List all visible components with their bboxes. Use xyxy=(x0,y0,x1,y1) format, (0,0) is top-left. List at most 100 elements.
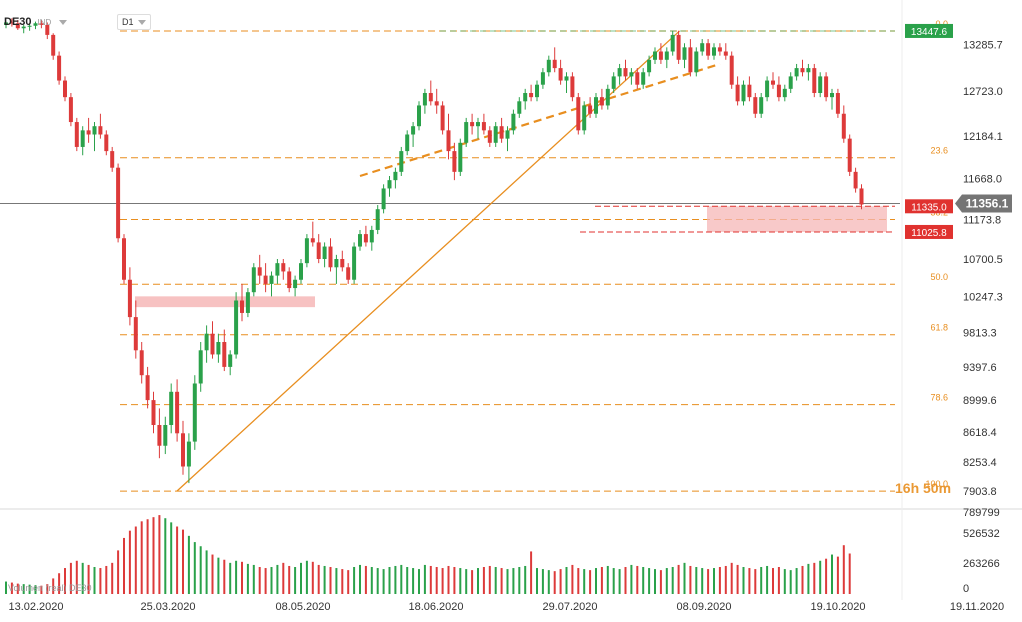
candle-body xyxy=(21,26,26,29)
candle xyxy=(493,122,498,147)
volume-bar xyxy=(683,562,686,594)
volume-tick-label: 526532 xyxy=(963,528,1000,540)
candle xyxy=(564,72,569,93)
candle-body xyxy=(806,68,811,73)
candle xyxy=(104,130,109,156)
candle-body xyxy=(210,333,215,355)
candle xyxy=(706,39,711,60)
candle xyxy=(511,109,516,135)
price-label: 13447.6 xyxy=(911,27,948,38)
volume-bar xyxy=(482,567,485,594)
candle xyxy=(51,33,56,60)
candle xyxy=(517,97,522,118)
candle xyxy=(470,113,475,135)
candlesticks xyxy=(4,18,864,484)
candle xyxy=(63,76,67,102)
candle-body xyxy=(629,72,634,77)
volume-bar xyxy=(370,567,373,594)
candle xyxy=(80,126,85,156)
candle-body xyxy=(9,22,14,24)
candle-body xyxy=(476,122,480,127)
price-tick-label: 12184.1 xyxy=(963,131,1003,143)
candle xyxy=(4,21,8,29)
candle xyxy=(381,184,386,214)
volume-bar xyxy=(825,558,828,594)
volume-bar xyxy=(801,565,804,594)
volume-bar xyxy=(453,567,456,594)
chevron-down-icon[interactable] xyxy=(59,19,68,25)
fib-label: 78.6 xyxy=(930,393,948,403)
candle-body xyxy=(558,68,563,81)
volume-bar xyxy=(412,568,415,594)
candle xyxy=(835,88,840,118)
volume-bar xyxy=(128,530,131,594)
candle xyxy=(552,47,557,73)
candle-body xyxy=(776,84,781,98)
candle xyxy=(481,113,486,135)
candle-body xyxy=(830,93,834,98)
support-zones xyxy=(135,205,895,308)
volume-bar xyxy=(724,565,727,594)
volume-bar xyxy=(630,564,633,594)
volume-bar xyxy=(429,565,432,594)
candle xyxy=(794,63,799,81)
grid xyxy=(0,0,1022,600)
volume-bar xyxy=(813,562,816,594)
volume-bar xyxy=(217,557,220,594)
candle xyxy=(358,229,362,251)
timeframe-selector[interactable]: D1 xyxy=(117,14,151,30)
candle xyxy=(546,55,551,77)
candle xyxy=(328,238,333,272)
candle xyxy=(505,126,510,152)
candle xyxy=(682,43,687,69)
candle-body xyxy=(452,151,457,172)
volume-bar xyxy=(836,556,839,594)
date-tick-label: 08.09.2020 xyxy=(676,601,731,613)
volume-bar xyxy=(772,568,774,594)
candle xyxy=(434,88,439,114)
volume-bar xyxy=(530,551,533,594)
candle-body xyxy=(92,126,97,135)
candle-body xyxy=(517,101,522,114)
volume-bar xyxy=(5,581,7,594)
candle-body xyxy=(340,259,345,268)
volume-bar xyxy=(477,568,479,594)
volume-bar xyxy=(730,562,733,594)
price-label-bg xyxy=(905,23,953,38)
volume-tick-label: 789799 xyxy=(963,507,1000,519)
candle-body xyxy=(481,122,486,131)
volume-bar xyxy=(376,568,379,594)
candle xyxy=(334,254,339,284)
volume-bar xyxy=(134,526,137,594)
volume-bar xyxy=(347,570,350,594)
candle xyxy=(847,134,852,176)
candle-body xyxy=(157,425,162,446)
volume-bar xyxy=(665,568,668,594)
candle xyxy=(399,146,404,176)
candle xyxy=(599,88,604,110)
symbol-selector[interactable]: DE30 IND xyxy=(4,14,68,30)
candle-body xyxy=(39,23,44,25)
price-label: 11335.0 xyxy=(911,202,947,213)
volume-bar xyxy=(423,564,426,594)
volume-bar xyxy=(58,573,61,594)
candle xyxy=(741,80,746,106)
price-label-bg xyxy=(905,224,953,239)
volume-bar xyxy=(766,565,769,594)
candle-body xyxy=(346,267,351,280)
candle xyxy=(198,342,203,392)
candle xyxy=(476,117,480,139)
volume-bar xyxy=(187,535,190,594)
candle xyxy=(310,221,315,247)
candle xyxy=(830,88,834,110)
candle-body xyxy=(269,275,274,284)
candle-body xyxy=(688,47,693,73)
volume-bar xyxy=(506,569,509,594)
candle-body xyxy=(68,97,73,123)
candle-body xyxy=(824,76,829,98)
candle xyxy=(216,333,221,363)
volume-bar xyxy=(671,567,674,594)
timeframe-label: D1 xyxy=(122,17,134,27)
